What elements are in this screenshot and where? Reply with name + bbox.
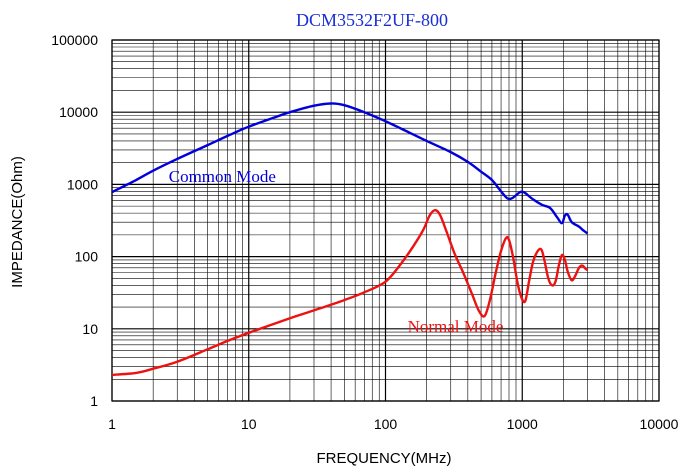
x-tick-label: 100 — [374, 416, 398, 432]
x-tick-labels: 1 10 100 1000 10000 — [108, 416, 679, 432]
series-layer — [111, 102, 589, 377]
series-annotations: Common Mode Normal Mode — [169, 167, 504, 336]
plot-frame — [111, 39, 660, 402]
series-line-common-mode — [111, 102, 589, 235]
y-tick-label: 10 — [82, 321, 98, 337]
x-tick-label: 1000 — [507, 416, 538, 432]
y-tick-label: 100 — [75, 249, 99, 265]
x-tick-label: 1 — [108, 416, 116, 432]
chart-title: DCM3532F2UF-800 — [296, 10, 448, 30]
y-tick-label: 10000 — [59, 104, 98, 120]
series-label-normal-mode: Normal Mode — [408, 317, 504, 336]
y-tick-labels: 1 10 100 1000 10000 100000 — [51, 32, 98, 409]
y-tick-label: 1 — [90, 393, 98, 409]
x-tick-label: 10 — [241, 416, 257, 432]
y-axis-label: IMPEDANCE(Ohm) — [9, 156, 26, 288]
series-line-normal-mode — [111, 208, 589, 377]
series-label-common-mode: Common Mode — [169, 167, 276, 186]
x-axis-label: FREQUENCY(MHz) — [317, 450, 452, 467]
grid-minor-lines — [112, 40, 659, 401]
x-tick-label: 10000 — [640, 416, 679, 432]
y-tick-label: 1000 — [67, 176, 98, 192]
y-tick-label: 100000 — [51, 32, 98, 48]
